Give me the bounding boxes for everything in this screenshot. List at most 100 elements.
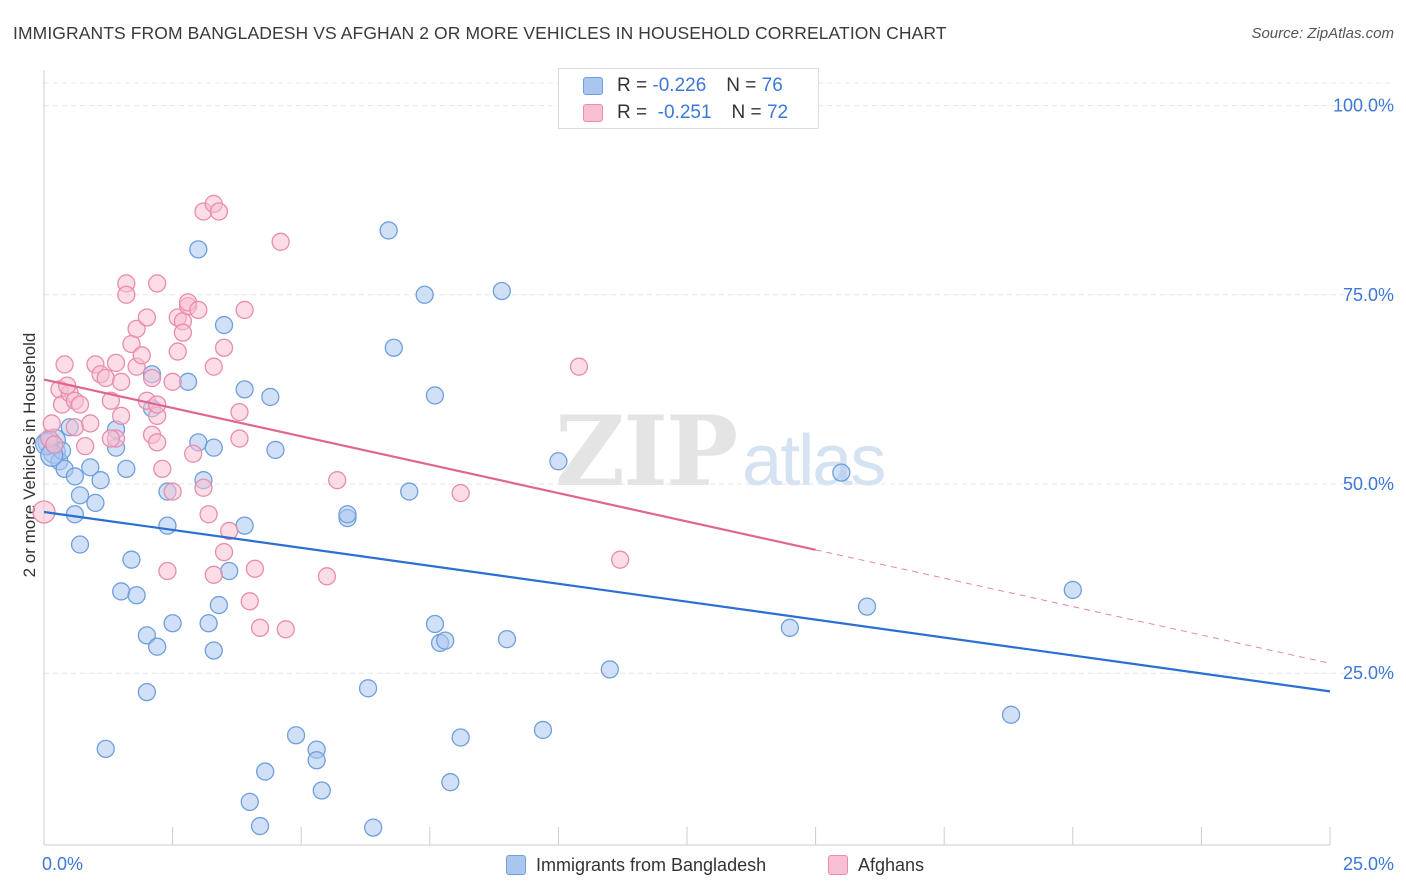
point-afghans bbox=[148, 274, 167, 293]
legend-swatch-bangladesh bbox=[583, 77, 603, 95]
point-bangladesh bbox=[163, 614, 182, 633]
point-bangladesh bbox=[250, 816, 270, 836]
watermark-atlas: atlas bbox=[742, 421, 886, 501]
trend-line-bangladesh bbox=[43, 510, 1331, 693]
point-afghans bbox=[451, 483, 470, 503]
point-bangladesh bbox=[86, 493, 105, 513]
point-afghans bbox=[55, 355, 74, 374]
point-bangladesh bbox=[256, 762, 275, 781]
point-afghans bbox=[76, 436, 95, 456]
point-bangladesh bbox=[415, 285, 434, 304]
y-tick-label: 100.0% bbox=[1333, 96, 1394, 116]
point-afghans bbox=[65, 418, 85, 437]
point-bangladesh bbox=[65, 505, 85, 524]
point-afghans bbox=[209, 202, 229, 221]
point-afghans bbox=[235, 300, 254, 320]
point-bangladesh bbox=[148, 637, 167, 656]
point-afghans bbox=[148, 433, 167, 452]
point-bangladesh bbox=[91, 471, 110, 490]
point-bangladesh bbox=[240, 792, 259, 812]
point-afghans bbox=[184, 444, 203, 463]
n-value: 76 bbox=[761, 75, 783, 96]
point-bangladesh bbox=[857, 597, 877, 616]
y-tick-label: 25.0% bbox=[1343, 663, 1394, 683]
point-bangladesh bbox=[127, 586, 146, 605]
point-bangladesh bbox=[400, 482, 419, 501]
trend-line-afghans-extension bbox=[815, 549, 1331, 664]
point-bangladesh bbox=[492, 281, 511, 301]
point-bangladesh bbox=[384, 338, 403, 357]
point-bangladesh bbox=[122, 550, 141, 569]
point-afghans bbox=[163, 482, 182, 501]
point-bangladesh bbox=[112, 582, 131, 601]
point-afghans bbox=[132, 346, 151, 365]
legend-label-bangladesh: Immigrants from Bangladesh bbox=[536, 854, 767, 875]
point-bangladesh bbox=[65, 467, 85, 486]
point-afghans bbox=[214, 338, 234, 357]
point-afghans bbox=[112, 372, 131, 391]
series-afghans-points bbox=[32, 194, 630, 639]
r-label: R = bbox=[617, 75, 648, 96]
point-afghans bbox=[230, 402, 249, 422]
point-afghans bbox=[220, 521, 239, 541]
point-bangladesh bbox=[81, 458, 100, 477]
point-afghans bbox=[204, 565, 223, 584]
point-bangladesh bbox=[70, 486, 90, 505]
point-afghans bbox=[142, 368, 162, 388]
watermark-zip: ZIP bbox=[555, 395, 738, 508]
point-bangladesh bbox=[220, 561, 239, 581]
point-afghans bbox=[117, 285, 136, 304]
legend-swatch-afghans bbox=[828, 855, 848, 875]
point-afghans bbox=[199, 505, 218, 524]
point-afghans bbox=[101, 391, 121, 410]
point-bangladesh bbox=[312, 781, 331, 800]
point-afghans bbox=[204, 357, 223, 376]
point-bangladesh bbox=[425, 386, 445, 405]
watermark: ZIPatlas bbox=[555, 395, 886, 508]
point-afghans bbox=[42, 414, 61, 433]
point-bangladesh bbox=[266, 440, 285, 460]
r-value: -0.251 bbox=[657, 102, 712, 123]
point-afghans bbox=[158, 561, 177, 581]
stats-legend: R = -0.226 N = 76 R = -0.251 N = 72 bbox=[558, 68, 819, 129]
y-tick-label: 75.0% bbox=[1343, 285, 1394, 305]
point-afghans bbox=[137, 308, 157, 327]
point-afghans bbox=[112, 406, 131, 426]
point-bangladesh bbox=[533, 720, 553, 740]
point-afghans bbox=[245, 559, 265, 578]
legend-label-afghans: Afghans bbox=[858, 854, 925, 875]
point-bangladesh bbox=[832, 463, 851, 482]
r-value: -0.226 bbox=[652, 75, 707, 96]
point-bangladesh bbox=[189, 240, 208, 259]
point-afghans bbox=[610, 550, 630, 569]
point-bangladesh bbox=[364, 818, 383, 837]
r-label: R = bbox=[617, 102, 648, 123]
point-bangladesh bbox=[137, 626, 157, 645]
point-bangladesh bbox=[451, 728, 470, 747]
legend-swatch-afghans bbox=[583, 104, 603, 122]
point-afghans bbox=[101, 429, 121, 448]
point-afghans bbox=[106, 353, 126, 373]
x-tick-label: 25.0% bbox=[1343, 854, 1394, 874]
point-bangladesh bbox=[199, 614, 218, 633]
point-afghans bbox=[173, 323, 193, 342]
legend-item-afghans[interactable]: Afghans bbox=[828, 852, 924, 878]
point-afghans bbox=[32, 500, 56, 524]
point-afghans bbox=[163, 372, 182, 391]
point-afghans bbox=[214, 542, 234, 562]
point-afghans bbox=[153, 459, 172, 479]
point-bangladesh bbox=[235, 380, 254, 399]
point-afghans bbox=[250, 618, 270, 637]
stats-row-bangladesh: R = -0.226 N = 76 bbox=[583, 73, 783, 99]
point-afghans bbox=[194, 478, 213, 497]
point-bangladesh bbox=[379, 221, 398, 240]
point-afghans bbox=[127, 319, 146, 338]
n-value: 72 bbox=[766, 102, 789, 123]
point-afghans bbox=[81, 414, 100, 433]
point-bangladesh bbox=[137, 682, 157, 702]
point-bangladesh bbox=[436, 631, 455, 650]
point-bangladesh bbox=[549, 452, 568, 471]
legend-item-bangladesh[interactable]: Immigrants from Bangladesh bbox=[506, 852, 766, 878]
legend-swatch-bangladesh bbox=[506, 855, 526, 875]
